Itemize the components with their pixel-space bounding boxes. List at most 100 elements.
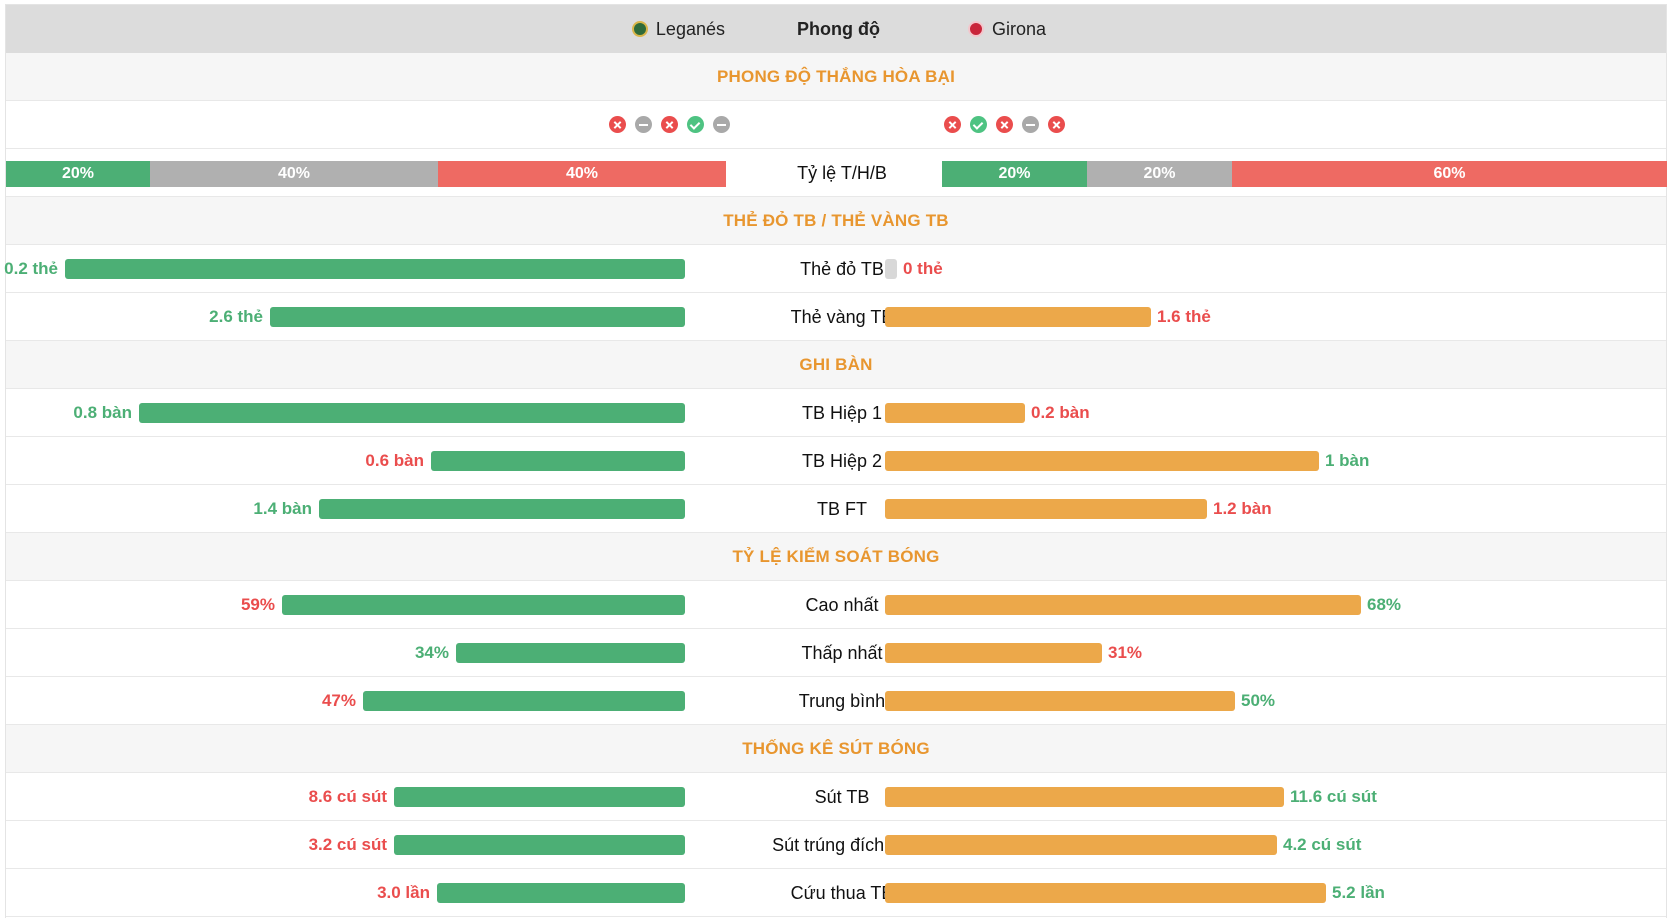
stat-row-goals-half2: TB Hiệp 2 0.6 bàn 1 bàn: [6, 437, 1666, 485]
home-win-segment: 20%: [6, 161, 150, 187]
away-stat-value: 31%: [1108, 643, 1143, 662]
away-stat-bar: [885, 499, 1207, 519]
away-stat-bar: [885, 451, 1319, 471]
home-team-header[interactable]: Leganés: [631, 5, 725, 53]
leganes-logo-icon: [631, 21, 648, 37]
away-ratio-bar: 20% 20% 60%: [942, 161, 1667, 187]
header-center-title: Phong độ: [797, 19, 880, 39]
home-loss-segment: 40%: [438, 161, 726, 187]
away-win-segment: 20%: [942, 161, 1087, 187]
home-team-name: Leganés: [655, 19, 725, 39]
loss-icon[interactable]: [996, 116, 1013, 133]
section-goals: GHI BÀN: [6, 341, 1666, 389]
home-stat-value: 1.4 bàn: [253, 499, 312, 518]
away-stat-value: 68%: [1367, 595, 1402, 614]
home-stat-value: 2.6 thẻ: [209, 307, 263, 326]
stat-row-poss-min: Thấp nhất 34% 31%: [6, 629, 1666, 677]
loss-icon[interactable]: [609, 116, 626, 133]
table-header: Leganés Phong độ Girona: [6, 5, 1666, 53]
home-stat-bar: [456, 643, 685, 663]
stat-label: Trung bình: [798, 691, 886, 711]
away-loss-segment: 60%: [1232, 161, 1667, 187]
away-stat-value: 11.6 cú sút: [1290, 787, 1377, 806]
home-stat-value: 0.2 thẻ: [4, 259, 58, 278]
win-icon[interactable]: [687, 116, 704, 133]
loss-icon[interactable]: [1048, 116, 1065, 133]
section-shots: THỐNG KÊ SÚT BÓNG: [6, 725, 1666, 773]
away-form-dots: [944, 116, 1065, 134]
home-stat-value: 8.6 cú sút: [308, 787, 387, 806]
girona-logo-icon: [968, 21, 984, 37]
home-stat-bar: [139, 403, 685, 423]
home-stat-value: 47%: [321, 691, 356, 710]
section-title-form: PHONG ĐỘ THẮNG HÒA BẠI: [717, 67, 955, 86]
home-stat-bar: [394, 787, 685, 807]
away-stat-value: 5.2 lần: [1332, 883, 1385, 902]
draw-icon[interactable]: [1022, 116, 1039, 133]
stat-label: TB Hiệp 2: [801, 451, 883, 471]
draw-icon[interactable]: [635, 116, 652, 133]
section-title-goals: GHI BÀN: [799, 355, 873, 374]
stat-row-shots-target: Sút trúng đích TB 3.2 cú sút 4.2 cú sút: [6, 821, 1666, 869]
away-stat-value: 1 bàn: [1325, 451, 1370, 470]
section-title-shots: THỐNG KÊ SÚT BÓNG: [742, 739, 930, 758]
stat-row-saves-avg: Cứu thua TB 3.0 lần 5.2 lần: [6, 869, 1666, 917]
stat-label: Thẻ đỏ TB: [800, 259, 884, 279]
away-stat-bar: [885, 691, 1235, 711]
away-stat-value: 0.2 bàn: [1031, 403, 1090, 422]
away-stat-bar: [885, 643, 1102, 663]
section-cards: THẺ ĐỎ TB / THẺ VÀNG TB: [6, 197, 1666, 245]
ratio-row: 20% 40% 40% Tỷ lệ T/H/B 20% 20% 60%: [6, 149, 1667, 197]
away-stat-bar: [885, 787, 1284, 807]
win-icon[interactable]: [970, 116, 987, 133]
home-stat-bar: [319, 499, 685, 519]
away-stat-value: 1.6 thẻ: [1157, 307, 1211, 326]
away-stat-value: 0 thẻ: [903, 259, 943, 278]
away-stat-value: 1.2 bàn: [1213, 499, 1272, 518]
draw-icon[interactable]: [713, 116, 730, 133]
home-stat-value: 0.8 bàn: [73, 403, 132, 422]
home-stat-bar: [282, 595, 685, 615]
home-stat-value: 0.6 bàn: [365, 451, 424, 470]
home-draw-segment: 40%: [150, 161, 438, 187]
section-title-cards: THẺ ĐỎ TB / THẺ VÀNG TB: [723, 211, 949, 230]
home-ratio-bar: 20% 40% 40%: [6, 161, 726, 187]
away-stat-bar: [885, 883, 1326, 903]
home-stat-value: 3.0 lần: [377, 883, 430, 902]
away-stat-value: 50%: [1241, 691, 1276, 710]
away-stat-value: 4.2 cú sút: [1283, 835, 1362, 854]
stat-label: Thẻ vàng TB: [790, 307, 894, 327]
stat-row-red-cards: Thẻ đỏ TB 0.2 thẻ 0 thẻ: [4, 245, 1666, 293]
home-stat-bar: [394, 835, 685, 855]
stat-label: Cứu thua TB: [790, 883, 894, 903]
stat-row-poss-max: Cao nhất 59% 68%: [6, 581, 1666, 629]
form-comparison-table: Leganés Phong độ Girona PHONG ĐỘ THẮNG H…: [4, 4, 1667, 918]
stat-row-shots-avg: Sút TB 8.6 cú sút 11.6 cú sút: [6, 773, 1666, 821]
home-stat-value: 59%: [240, 595, 275, 614]
home-stat-bar: [270, 307, 685, 327]
home-stat-bar: [431, 451, 685, 471]
section-form: PHONG ĐỘ THẮNG HÒA BẠI: [6, 53, 1666, 101]
loss-icon[interactable]: [944, 116, 961, 133]
section-possession: TỶ LỆ KIỂM SOÁT BÓNG: [6, 533, 1666, 581]
away-team-name: Girona: [992, 19, 1047, 39]
stat-label: Cao nhất: [805, 595, 879, 615]
away-team-header[interactable]: Girona: [968, 5, 1046, 53]
stat-label: Thấp nhất: [801, 643, 883, 663]
form-dots-row: [6, 101, 1666, 149]
loss-icon[interactable]: [661, 116, 678, 133]
stat-label: TB FT: [817, 499, 867, 519]
ratio-label: Tỷ lệ T/H/B: [797, 163, 887, 183]
home-stat-value: 3.2 cú sút: [308, 835, 387, 854]
home-stat-bar: [363, 691, 685, 711]
stat-label: Sút TB: [814, 787, 870, 807]
home-form-dots: [609, 116, 730, 134]
away-stat-bar: [885, 403, 1025, 423]
away-draw-segment: 20%: [1087, 161, 1232, 187]
away-stat-bar: [885, 307, 1151, 327]
home-stat-bar: [65, 259, 685, 279]
away-stat-bar: [885, 259, 897, 279]
away-stat-bar: [885, 835, 1277, 855]
stat-label: TB Hiệp 1: [801, 403, 883, 423]
stat-label: Sút trúng đích TB: [772, 835, 912, 855]
